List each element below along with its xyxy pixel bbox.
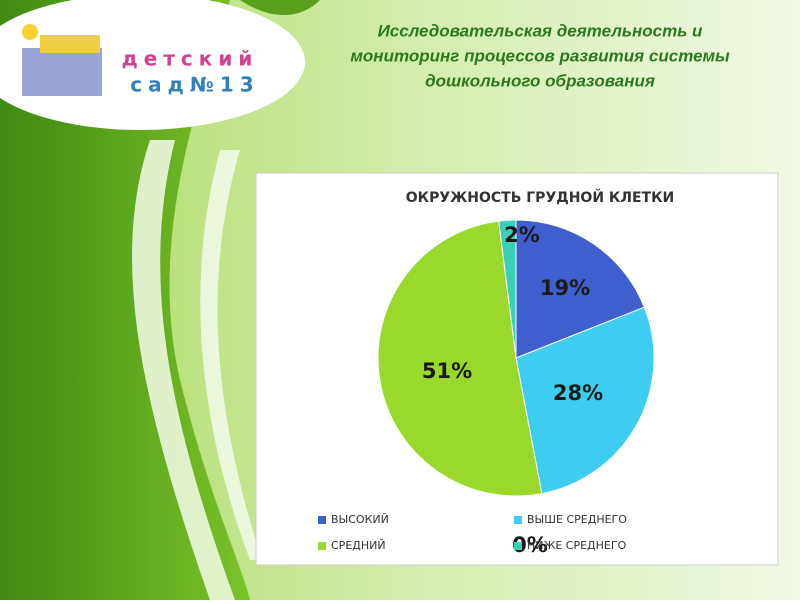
logo-text: сад№13 <box>130 73 259 97</box>
logo-text: детский <box>122 47 259 71</box>
legend-label: НИЖЕ СРЕДНЕГО <box>527 539 627 552</box>
data-label: 19% <box>540 276 590 300</box>
legend-swatch <box>318 542 326 550</box>
data-label: 51% <box>422 359 472 383</box>
legend-label: ВЫСОКИЙ <box>331 513 389 526</box>
legend-label: ВЫШЕ СРЕДНЕГО <box>527 513 627 526</box>
legend-swatch <box>514 542 522 550</box>
wave <box>0 0 250 600</box>
pie-slice <box>515 306 655 495</box>
pie-slice <box>377 220 543 497</box>
slide-title: дошкольного образования <box>425 71 655 90</box>
chart-title: ОКРУЖНОСТЬ ГРУДНОЙ КЛЕТКИ <box>406 189 675 206</box>
data-label: 28% <box>553 381 603 405</box>
logo-building <box>22 48 102 96</box>
logo-area <box>0 0 305 130</box>
legend-label: СРЕДНИЙ <box>331 539 386 552</box>
slide-title: Исследовательская деятельность и <box>378 21 703 40</box>
legend-swatch <box>514 516 522 524</box>
logo-sun <box>22 24 38 40</box>
wave <box>132 140 235 600</box>
logo-roof <box>40 35 100 53</box>
pie-slice <box>515 219 645 359</box>
legend-swatch <box>318 516 326 524</box>
slide-title: мониторинг процессов развития системы <box>350 46 730 65</box>
data-label: 2% <box>504 223 540 247</box>
wave <box>240 0 320 15</box>
wave <box>200 150 262 560</box>
